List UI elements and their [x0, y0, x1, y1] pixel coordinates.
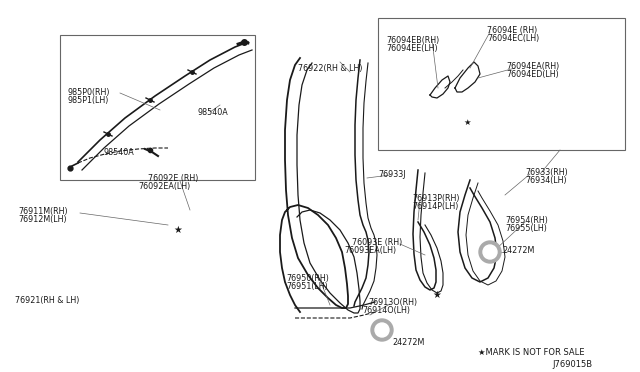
Text: ★MARK IS NOT FOR SALE: ★MARK IS NOT FOR SALE	[478, 348, 584, 357]
Text: 98540A: 98540A	[103, 148, 134, 157]
Text: 76911M(RH): 76911M(RH)	[18, 207, 68, 216]
Text: 76914O(LH): 76914O(LH)	[362, 306, 410, 315]
Text: 76093EA(LH): 76093EA(LH)	[344, 246, 396, 255]
Circle shape	[375, 323, 389, 337]
Text: 76951(LH): 76951(LH)	[286, 282, 328, 291]
Text: J769015B: J769015B	[552, 360, 592, 369]
Text: 76933(RH): 76933(RH)	[525, 168, 568, 177]
Text: ★: ★	[432, 290, 441, 300]
Text: 76912M(LH): 76912M(LH)	[18, 215, 67, 224]
Text: 76092EA(LH): 76092EA(LH)	[138, 182, 190, 191]
Text: 985P0(RH): 985P0(RH)	[68, 88, 111, 97]
Text: 76094EA(RH): 76094EA(RH)	[506, 62, 559, 71]
Circle shape	[483, 245, 497, 259]
Text: 76094EC(LH): 76094EC(LH)	[487, 34, 540, 43]
Text: 76913O(RH): 76913O(RH)	[368, 298, 417, 307]
Text: 76921(RH & LH): 76921(RH & LH)	[15, 296, 79, 305]
Text: 76094EE(LH): 76094EE(LH)	[386, 44, 438, 53]
Text: 76093E (RH): 76093E (RH)	[352, 238, 403, 247]
Text: 76092E (RH): 76092E (RH)	[148, 174, 198, 183]
Text: 76094EB(RH): 76094EB(RH)	[386, 36, 439, 45]
Text: 76913P(RH): 76913P(RH)	[412, 194, 460, 203]
Text: ★: ★	[463, 118, 470, 127]
Text: 76934(LH): 76934(LH)	[525, 176, 566, 185]
Text: 98540A: 98540A	[198, 108, 228, 117]
Text: 76922(RH & LH): 76922(RH & LH)	[298, 64, 362, 73]
Text: ★: ★	[173, 225, 182, 235]
Text: 24272M: 24272M	[392, 338, 424, 347]
Circle shape	[371, 319, 393, 341]
Text: 76954(RH): 76954(RH)	[505, 216, 548, 225]
Text: 985P1(LH): 985P1(LH)	[68, 96, 109, 105]
Text: 76955(LH): 76955(LH)	[505, 224, 547, 233]
Text: 76914P(LH): 76914P(LH)	[412, 202, 458, 211]
Circle shape	[479, 241, 501, 263]
Text: 76094ED(LH): 76094ED(LH)	[506, 70, 559, 79]
Text: 76094E (RH): 76094E (RH)	[487, 26, 537, 35]
Text: 76950(RH): 76950(RH)	[286, 274, 329, 283]
Text: 76933J: 76933J	[378, 170, 406, 179]
Bar	[378, 18, 625, 150]
Bar	[60, 35, 255, 180]
Text: 24272M: 24272M	[502, 246, 534, 255]
